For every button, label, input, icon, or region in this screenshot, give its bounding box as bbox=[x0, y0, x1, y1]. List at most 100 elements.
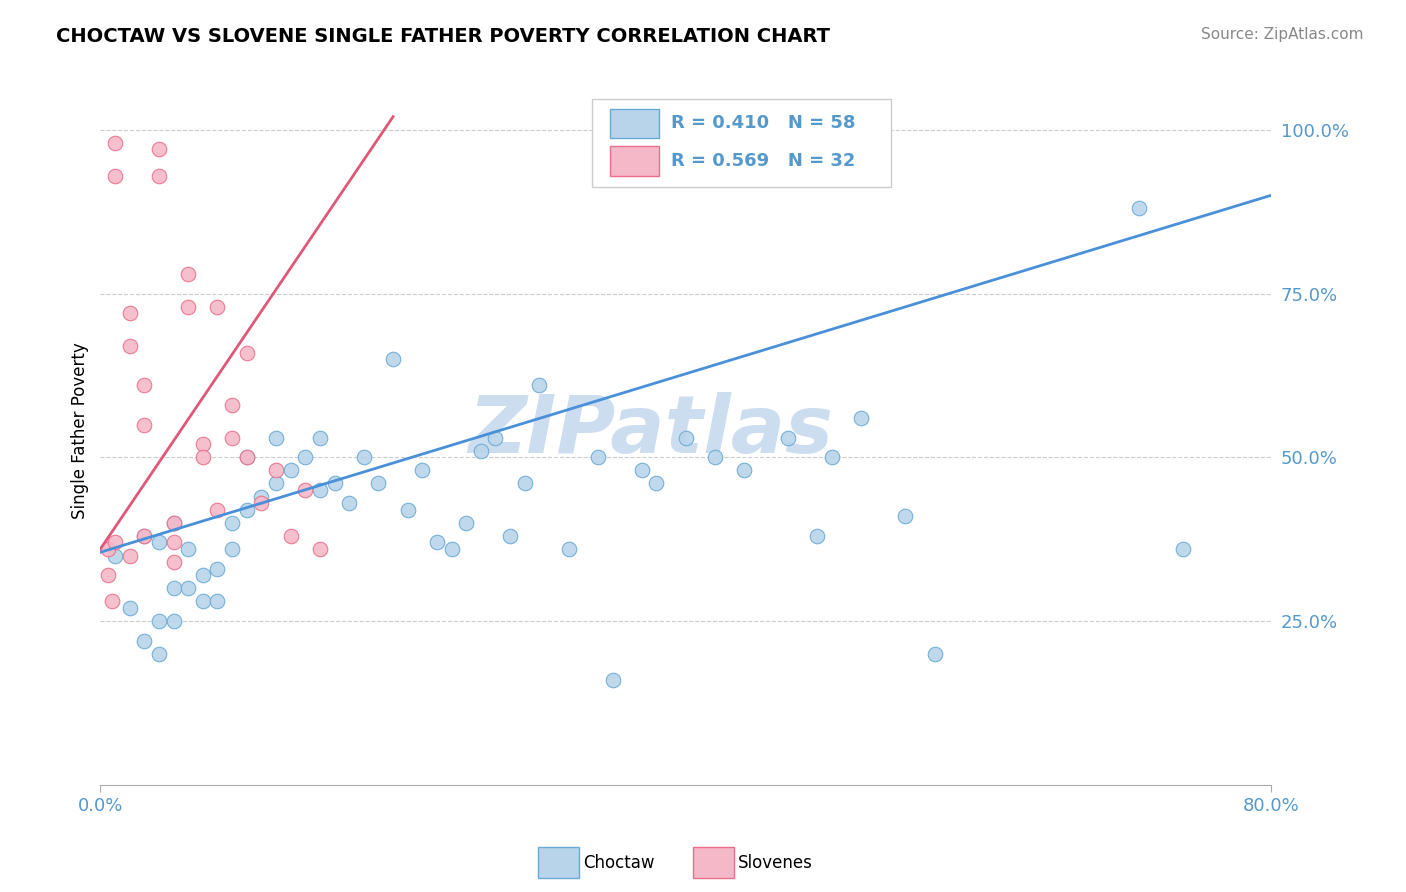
Point bbox=[162, 516, 184, 530]
Point bbox=[118, 339, 141, 353]
FancyBboxPatch shape bbox=[610, 109, 659, 138]
Point bbox=[191, 568, 214, 582]
Y-axis label: Single Father Poverty: Single Father Poverty bbox=[72, 343, 89, 519]
Point bbox=[235, 450, 257, 465]
Point bbox=[97, 568, 120, 582]
Point bbox=[221, 541, 243, 556]
Text: R = 0.410   N = 58: R = 0.410 N = 58 bbox=[671, 114, 855, 132]
Point bbox=[382, 352, 405, 367]
Point bbox=[851, 411, 873, 425]
Point bbox=[456, 516, 478, 530]
Point bbox=[426, 535, 449, 549]
Point bbox=[733, 463, 755, 477]
Point bbox=[1173, 541, 1195, 556]
Text: Source: ZipAtlas.com: Source: ZipAtlas.com bbox=[1201, 27, 1364, 42]
Point bbox=[235, 345, 257, 359]
Point bbox=[134, 417, 156, 432]
Point bbox=[806, 529, 828, 543]
Point bbox=[294, 450, 316, 465]
Point bbox=[294, 483, 316, 497]
Point bbox=[280, 463, 302, 477]
Point bbox=[207, 594, 229, 608]
FancyBboxPatch shape bbox=[610, 146, 659, 176]
Point bbox=[221, 398, 243, 412]
Point bbox=[821, 450, 844, 465]
Point bbox=[411, 463, 433, 477]
Point bbox=[134, 633, 156, 648]
Point bbox=[513, 476, 536, 491]
Point bbox=[191, 450, 214, 465]
Point bbox=[675, 431, 697, 445]
Point bbox=[118, 549, 141, 563]
Text: CHOCTAW VS SLOVENE SINGLE FATHER POVERTY CORRELATION CHART: CHOCTAW VS SLOVENE SINGLE FATHER POVERTY… bbox=[56, 27, 830, 45]
Point bbox=[104, 136, 127, 150]
Point bbox=[162, 535, 184, 549]
Point bbox=[778, 431, 800, 445]
Point bbox=[309, 431, 332, 445]
Point bbox=[353, 450, 375, 465]
Text: R = 0.569   N = 32: R = 0.569 N = 32 bbox=[671, 152, 855, 169]
FancyBboxPatch shape bbox=[592, 99, 890, 187]
Point bbox=[97, 541, 120, 556]
Point bbox=[162, 555, 184, 569]
Point bbox=[162, 516, 184, 530]
Text: ZIPatlas: ZIPatlas bbox=[468, 392, 834, 470]
Point bbox=[630, 463, 652, 477]
Point bbox=[440, 541, 463, 556]
Point bbox=[323, 476, 346, 491]
Point bbox=[264, 431, 287, 445]
Point bbox=[148, 169, 170, 183]
Point bbox=[280, 529, 302, 543]
Point bbox=[162, 582, 184, 596]
Point bbox=[557, 541, 579, 556]
Point bbox=[104, 169, 127, 183]
Point bbox=[207, 561, 229, 575]
Point bbox=[134, 529, 156, 543]
Point bbox=[104, 549, 127, 563]
Point bbox=[148, 614, 170, 628]
Point bbox=[148, 535, 170, 549]
Text: Slovenes: Slovenes bbox=[738, 854, 813, 871]
Text: Choctaw: Choctaw bbox=[583, 854, 655, 871]
Point bbox=[207, 502, 229, 516]
Point bbox=[645, 476, 668, 491]
Point bbox=[894, 509, 917, 524]
Point bbox=[191, 594, 214, 608]
Point bbox=[118, 601, 141, 615]
Point bbox=[602, 673, 624, 687]
Point bbox=[177, 267, 200, 281]
Point bbox=[101, 594, 124, 608]
Point bbox=[704, 450, 727, 465]
Point bbox=[309, 541, 332, 556]
Point bbox=[250, 490, 273, 504]
Point bbox=[470, 443, 492, 458]
Point bbox=[148, 647, 170, 661]
Point bbox=[250, 496, 273, 510]
Point bbox=[162, 614, 184, 628]
Point bbox=[337, 496, 360, 510]
Point bbox=[529, 378, 551, 392]
Point bbox=[264, 476, 287, 491]
Point bbox=[264, 463, 287, 477]
Point bbox=[177, 541, 200, 556]
Point bbox=[309, 483, 332, 497]
Point bbox=[924, 647, 946, 661]
Point bbox=[104, 535, 127, 549]
Point bbox=[207, 300, 229, 314]
Point bbox=[134, 529, 156, 543]
Point bbox=[367, 476, 389, 491]
Point bbox=[177, 582, 200, 596]
Point bbox=[586, 450, 609, 465]
Point bbox=[118, 306, 141, 320]
Point bbox=[191, 437, 214, 451]
Point bbox=[1128, 202, 1150, 216]
Point bbox=[148, 143, 170, 157]
Point bbox=[235, 502, 257, 516]
Point bbox=[221, 431, 243, 445]
Point bbox=[484, 431, 506, 445]
Point bbox=[177, 300, 200, 314]
Point bbox=[235, 450, 257, 465]
Point bbox=[499, 529, 522, 543]
Point bbox=[221, 516, 243, 530]
Point bbox=[134, 378, 156, 392]
